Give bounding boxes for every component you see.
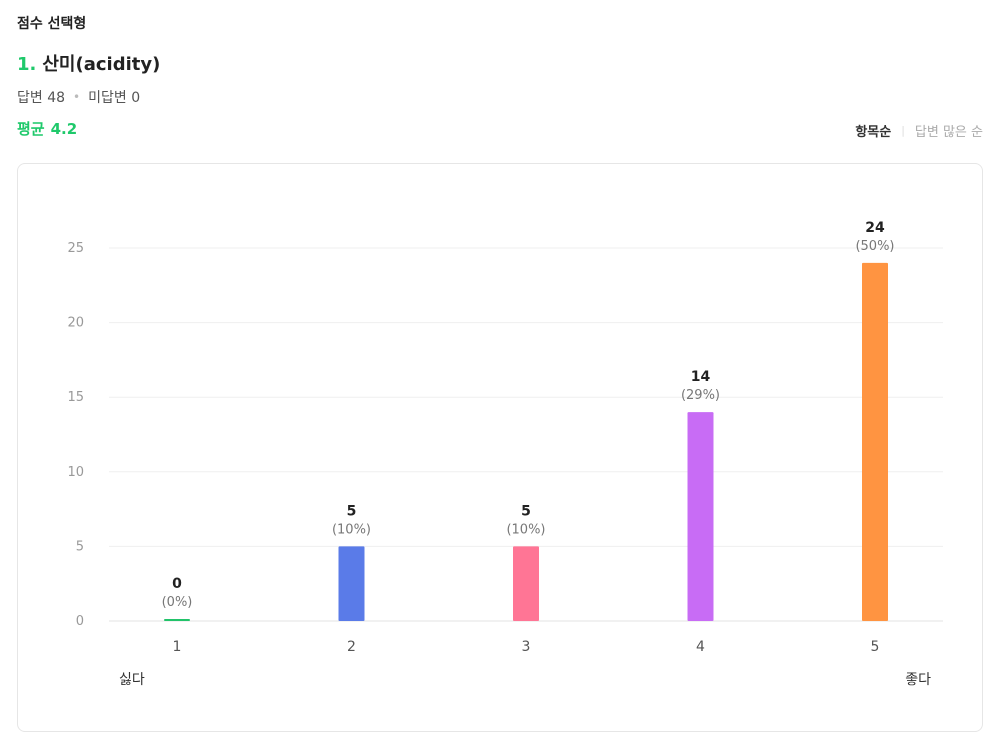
percent-label: (0%) bbox=[162, 595, 193, 610]
percent-label: (10%) bbox=[506, 522, 545, 537]
bar-chart: 05101520250(0%)15(10%)25(10%)314(29%)424… bbox=[67, 220, 943, 688]
scale-high-label: 좋다 bbox=[905, 672, 931, 688]
chart-card: 0 5 10 15 20 25 0 (0%) 1 5 (10%) 2 5 (10%) 3 14 (29%) 4 24… bbox=[17, 163, 983, 732]
question-number: 1. bbox=[17, 54, 37, 75]
value-label: 0 bbox=[172, 576, 182, 592]
sort-by-item-button[interactable]: 항목순 bbox=[855, 125, 892, 140]
value-label: 5 bbox=[521, 503, 531, 519]
section-label: 점수 선택형 bbox=[17, 16, 87, 32]
bar-2 bbox=[338, 546, 365, 621]
unanswered-count: 미답변 0 bbox=[88, 90, 141, 106]
x-tick-label: 4 bbox=[696, 639, 705, 655]
sort-divider: | bbox=[901, 124, 905, 137]
y-tick-label: 25 bbox=[67, 241, 84, 256]
x-tick-label: 2 bbox=[347, 639, 356, 655]
y-tick-label: 5 bbox=[76, 539, 84, 554]
y-tick-label: 0 bbox=[76, 614, 84, 629]
x-tick-label: 5 bbox=[871, 639, 880, 655]
dot-separator: • bbox=[73, 90, 81, 104]
x-tick-label: 1 bbox=[173, 639, 182, 655]
average-label: 평균 bbox=[17, 120, 45, 138]
y-tick-label: 10 bbox=[67, 465, 84, 480]
question-title: 1. 산미(acidity) bbox=[17, 50, 160, 76]
value-label: 14 bbox=[691, 369, 711, 385]
answered-count: 답변 48 bbox=[17, 90, 66, 106]
bar-4 bbox=[687, 412, 714, 621]
percent-label: (29%) bbox=[681, 388, 720, 403]
y-tick-label: 15 bbox=[67, 390, 84, 405]
value-label: 24 bbox=[865, 220, 885, 236]
sort-by-count-button[interactable]: 답변 많은 순 bbox=[914, 125, 983, 140]
bar-1 bbox=[164, 619, 190, 621]
percent-label: (50%) bbox=[855, 239, 894, 254]
y-tick-label: 20 bbox=[67, 316, 84, 331]
answer-stats: 답변 48 • 미답변 0 bbox=[17, 87, 140, 107]
x-tick-label: 3 bbox=[522, 639, 531, 655]
average-value: 4.2 bbox=[50, 120, 78, 138]
percent-label: (10%) bbox=[332, 522, 371, 537]
question-text: 산미(acidity) bbox=[42, 54, 161, 75]
bar-3 bbox=[513, 546, 539, 621]
scale-low-label: 싫다 bbox=[119, 672, 145, 688]
bar-5 bbox=[862, 262, 888, 621]
sort-toggle: 항목순 | 답변 많은 순 bbox=[855, 121, 983, 140]
average-score: 평균 4.2 bbox=[17, 118, 77, 139]
value-label: 5 bbox=[347, 503, 357, 519]
